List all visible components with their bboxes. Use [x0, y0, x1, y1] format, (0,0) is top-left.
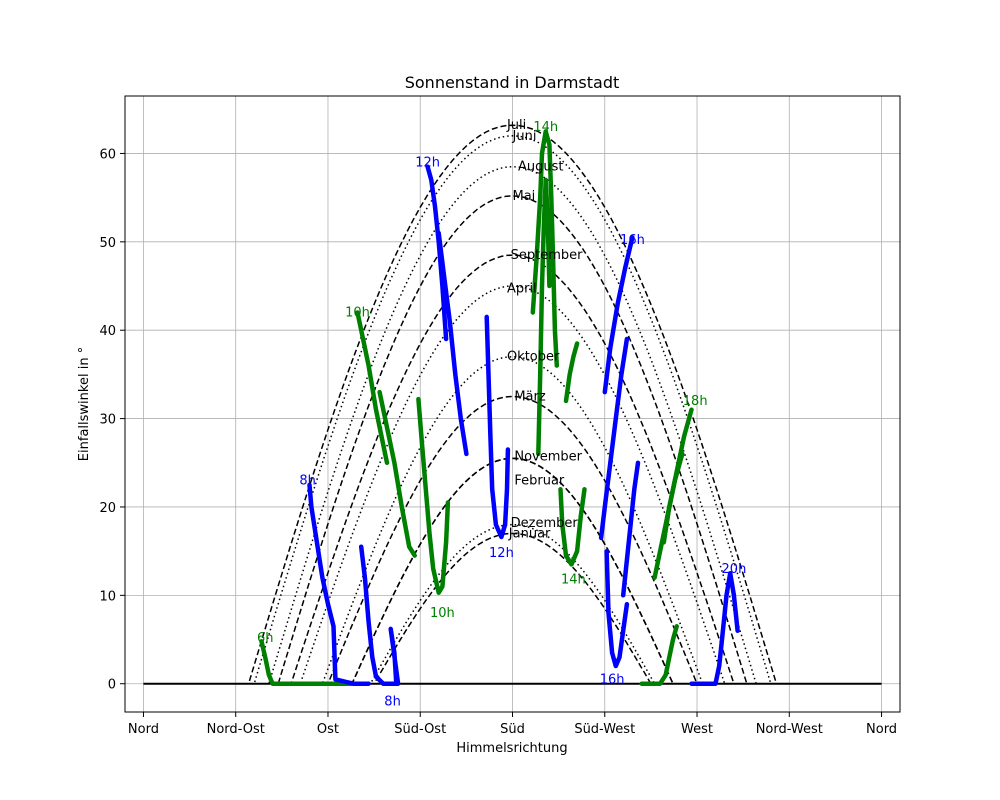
x-tick-label: Nord-Ost: [207, 722, 265, 737]
analemma-14h-c: [558, 487, 587, 567]
analemma-10h: [355, 310, 390, 466]
hour-label: 10h: [345, 306, 370, 321]
month-label: Februar: [514, 473, 565, 488]
x-tick-label: Süd-Ost: [394, 722, 446, 737]
hour-label: 14h: [561, 572, 586, 587]
hour-label: 6h: [257, 631, 274, 646]
analemma-18h-b: [652, 451, 685, 580]
grid: [125, 96, 900, 712]
analemma-14h-d: [563, 341, 580, 404]
x-tick-label: West: [681, 722, 713, 737]
y-tick-label: 40: [99, 324, 116, 339]
x-tick-label: Nord: [128, 722, 159, 737]
hour-label: 14h: [533, 120, 558, 135]
month-curve-april: [143, 285, 882, 685]
x-tick-label: Süd-West: [574, 722, 635, 737]
hour-label: 20h: [722, 562, 747, 577]
analemma-8h: [307, 482, 371, 686]
analemma-10h-b: [377, 389, 417, 558]
x-axis-label: Himmelsrichtung: [456, 741, 567, 756]
analemma-14h: [530, 129, 560, 368]
y-axis-label: Einfallswinkel in °: [77, 347, 92, 461]
month-label: Juli: [506, 118, 526, 133]
x-tick-label: Ost: [317, 722, 339, 737]
analemma-8h-b: [358, 544, 401, 686]
y-tick-label: 60: [99, 147, 116, 162]
hour-label: 12h: [415, 155, 440, 170]
analemma-12h-c: [484, 314, 511, 540]
hour-label: 10h: [430, 606, 455, 621]
hour-label: 12h: [489, 546, 514, 561]
y-tick-label: 30: [99, 413, 116, 428]
y-tick-label: 20: [99, 501, 116, 516]
analemma-18h-c: [639, 624, 679, 686]
x-tick-label: Süd: [500, 722, 525, 737]
month-curve-august: [143, 165, 882, 685]
month-label: Oktober: [507, 350, 560, 365]
axis-ticks: Nord Nord-Ost Ost Süd-Ost Süd Süd-West West Nor…: [99, 147, 897, 737]
hour-label: 16h: [620, 233, 645, 248]
month-label: August: [518, 160, 564, 175]
analemma-series: [259, 129, 740, 686]
month-curve-oktober: [143, 355, 882, 685]
month-label: November: [514, 450, 582, 465]
y-tick-label: 0: [108, 678, 116, 693]
analemma-6h: [259, 639, 360, 686]
analemma-16h-b: [598, 336, 630, 541]
month-curve-juli: [143, 135, 882, 685]
analemma-16h: [602, 235, 635, 395]
x-tick-label: Nord: [866, 722, 897, 737]
month-label: Mai: [513, 189, 536, 204]
analemma-14h-b: [536, 177, 552, 457]
analemma-12h-b: [436, 230, 469, 457]
month-curve-mai: [143, 195, 882, 685]
analemma-12h: [425, 164, 449, 342]
analemma-10h-c: [416, 396, 451, 595]
month-label: Juni: [512, 129, 537, 144]
analemma-16h-c: [604, 548, 630, 669]
hour-label: 16h: [600, 672, 625, 687]
month-curve-november: [143, 457, 882, 685]
hour-label: 8h: [299, 473, 316, 488]
x-tick-label: Nord-West: [756, 722, 823, 737]
month-label: Januar: [508, 526, 551, 541]
month-label: September: [511, 248, 584, 263]
chart-title: Sonnenstand in Darmstadt: [405, 73, 620, 92]
month-curve-juni: [143, 124, 882, 685]
hour-label: 8h: [384, 694, 401, 709]
month-label: März: [514, 389, 546, 404]
month-curve-september: [143, 254, 882, 685]
y-tick-label: 50: [99, 236, 116, 251]
month-label: Dezember: [511, 516, 579, 531]
analemma-16h-d: [620, 460, 641, 598]
hour-label: 18h: [683, 394, 708, 409]
analemma-20h: [689, 570, 740, 686]
month-curve-märz: [143, 395, 882, 685]
y-tick-label: 10: [99, 589, 116, 604]
month-label: April: [507, 282, 537, 297]
